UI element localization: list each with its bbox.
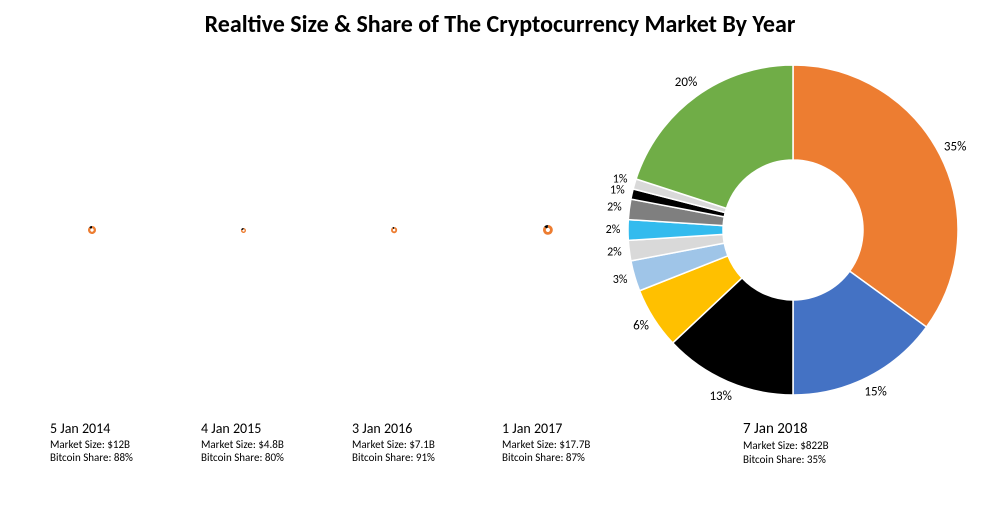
slice-label: 2% — [607, 200, 622, 214]
year-caption: 5 Jan 2014Market Size: $12BBitcoin Share… — [50, 420, 133, 465]
year-market-size: Market Size: $822B — [743, 439, 829, 453]
slice-label: 2% — [606, 223, 621, 237]
year-bitcoin-share: Bitcoin Share: 91% — [352, 451, 435, 465]
year-chart — [38, 176, 146, 284]
year-market-size: Market Size: $12B — [50, 438, 133, 452]
donut-slice — [636, 65, 793, 208]
slice-label: 1% — [613, 173, 628, 187]
slice-label: 15% — [864, 384, 886, 399]
year-date: 7 Jan 2018 — [743, 420, 829, 439]
year-chart — [341, 177, 447, 283]
year-market-size: Market Size: $7.1B — [352, 438, 435, 452]
year-caption: 1 Jan 2017Market Size: $17.7BBitcoin Sha… — [502, 420, 590, 465]
donut-svg: 35%15%13%6%3%2%2%2%1%1%20% — [578, 15, 1000, 445]
chart-row: 35%15%13%6%3%2%2%2%1%1%20% — [0, 55, 1000, 415]
year-date: 5 Jan 2014 — [50, 420, 133, 438]
year-bitcoin-share: Bitcoin Share: 88% — [50, 451, 133, 465]
donut-slice — [793, 65, 958, 327]
year-date: 4 Jan 2015 — [201, 420, 284, 438]
slice-label: 3% — [613, 273, 628, 287]
year-market-size: Market Size: $4.8B — [201, 438, 284, 452]
slice-label: 35% — [944, 139, 966, 154]
slice-label: 13% — [709, 389, 731, 404]
year-chart: 35%15%13%6%3%2%2%2%1%1%20% — [578, 15, 1000, 445]
year-market-size: Market Size: $17.7B — [502, 438, 590, 452]
caption-row: 5 Jan 2014Market Size: $12BBitcoin Share… — [0, 420, 1000, 530]
year-date: 3 Jan 2016 — [352, 420, 435, 438]
year-bitcoin-share: Bitcoin Share: 35% — [743, 453, 829, 467]
year-caption: 7 Jan 2018Market Size: $822BBitcoin Shar… — [743, 420, 829, 466]
donut-svg — [341, 177, 447, 283]
donut-slice — [241, 228, 243, 230]
donut-svg — [191, 178, 296, 283]
year-bitcoin-share: Bitcoin Share: 80% — [201, 451, 284, 465]
year-bitcoin-share: Bitcoin Share: 87% — [502, 451, 590, 465]
slice-label: 20% — [675, 75, 697, 90]
year-date: 1 Jan 2017 — [502, 420, 590, 438]
year-chart — [191, 178, 296, 283]
donut-svg — [38, 176, 146, 284]
year-caption: 4 Jan 2015Market Size: $4.8BBitcoin Shar… — [201, 420, 284, 465]
slice-label: 6% — [633, 319, 649, 334]
slice-label: 2% — [607, 245, 622, 259]
year-caption: 3 Jan 2016Market Size: $7.1BBitcoin Shar… — [352, 420, 435, 465]
